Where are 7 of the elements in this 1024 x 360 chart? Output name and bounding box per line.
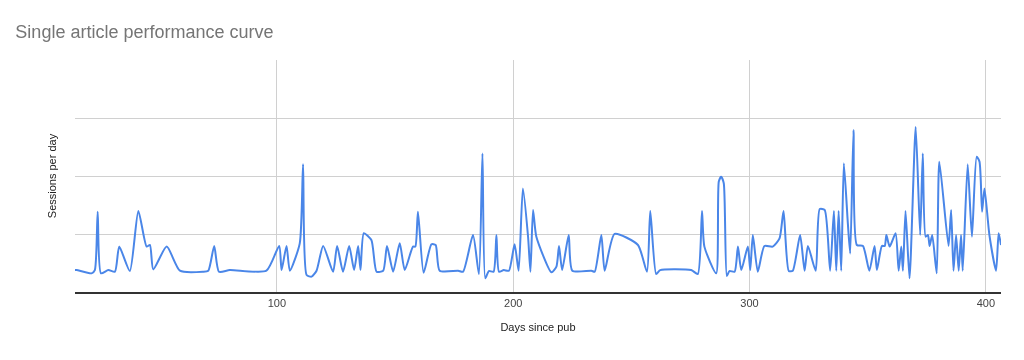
x-tick-label: 400: [976, 296, 996, 309]
x-tick-label: 300: [740, 296, 759, 309]
x-tick-label: 100: [267, 296, 287, 309]
x-axis-title: Days since pub: [500, 320, 576, 333]
y-axis-title: Sessions per day: [45, 133, 58, 219]
x-tick-label: 200: [504, 296, 523, 309]
chart-title: Single article performance curve: [15, 21, 274, 42]
